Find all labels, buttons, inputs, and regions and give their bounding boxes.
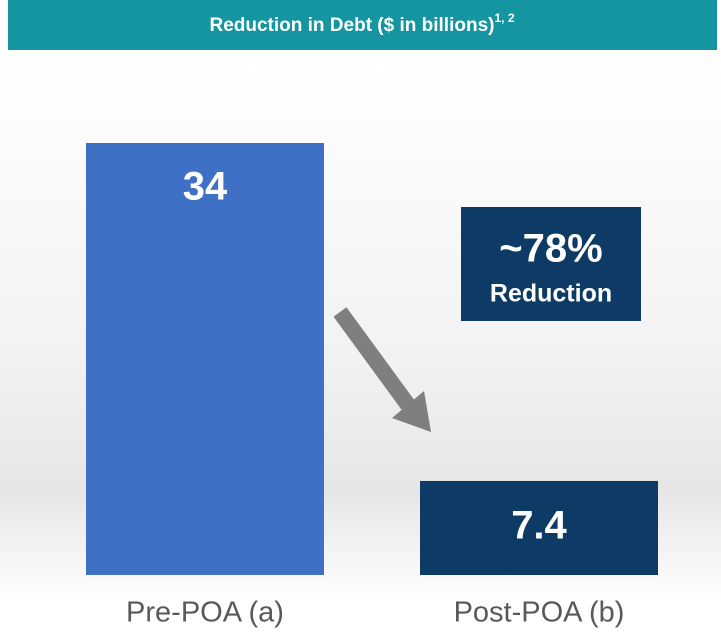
value-label: 34: [183, 165, 228, 209]
x-tick-label: Pre-POA (a): [126, 597, 284, 629]
arrow-head: [392, 391, 431, 432]
value-label: 7.4: [511, 504, 567, 548]
title-bar: [8, 0, 717, 50]
arrow: [333, 307, 431, 432]
annotation-box: [461, 207, 641, 321]
title-superscript: 1, 2: [494, 11, 514, 25]
chart-title: Reduction in Debt ($ in billions)1, 2: [209, 11, 514, 36]
title-text: Reduction in Debt ($ in billions): [209, 15, 494, 36]
bar: [86, 143, 324, 575]
arrow-shaft: [333, 307, 415, 410]
annotation-text: Reduction: [490, 280, 612, 308]
bar: [420, 480, 658, 575]
x-tick-label: Post-POA (b): [454, 597, 625, 629]
annotation-percent: ~78%: [499, 227, 602, 271]
